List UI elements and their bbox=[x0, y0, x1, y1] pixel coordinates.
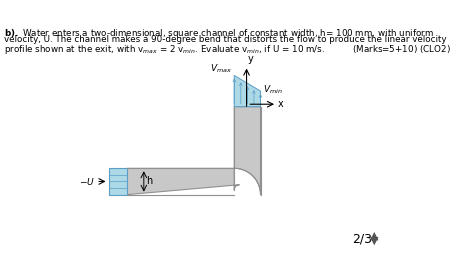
Text: $V_{max}$: $V_{max}$ bbox=[210, 63, 232, 75]
Bar bbox=[109, 168, 128, 195]
Text: $\bf{b).}$ Water enters a two-dimensional, square channel of constant width, h= : $\bf{b).}$ Water enters a two-dimensiona… bbox=[4, 27, 434, 40]
Text: x: x bbox=[278, 99, 283, 109]
Text: y: y bbox=[248, 54, 254, 64]
Polygon shape bbox=[128, 107, 261, 195]
Polygon shape bbox=[234, 75, 261, 107]
Text: $V_{min}$: $V_{min}$ bbox=[263, 84, 283, 97]
Text: ▼: ▼ bbox=[370, 236, 378, 246]
Text: 2/3: 2/3 bbox=[352, 233, 372, 246]
Text: velocity, U. The channel makes a 90-degree bend that distorts the flow to produc: velocity, U. The channel makes a 90-degr… bbox=[4, 35, 447, 44]
Text: ▲: ▲ bbox=[370, 231, 378, 241]
Text: $-U$: $-U$ bbox=[79, 176, 95, 187]
Text: h: h bbox=[146, 177, 153, 186]
Text: profile shown at the exit, with v$_{max}$ = 2 v$_{min}$. Evaluate v$_{min}$, if : profile shown at the exit, with v$_{max}… bbox=[4, 43, 451, 56]
